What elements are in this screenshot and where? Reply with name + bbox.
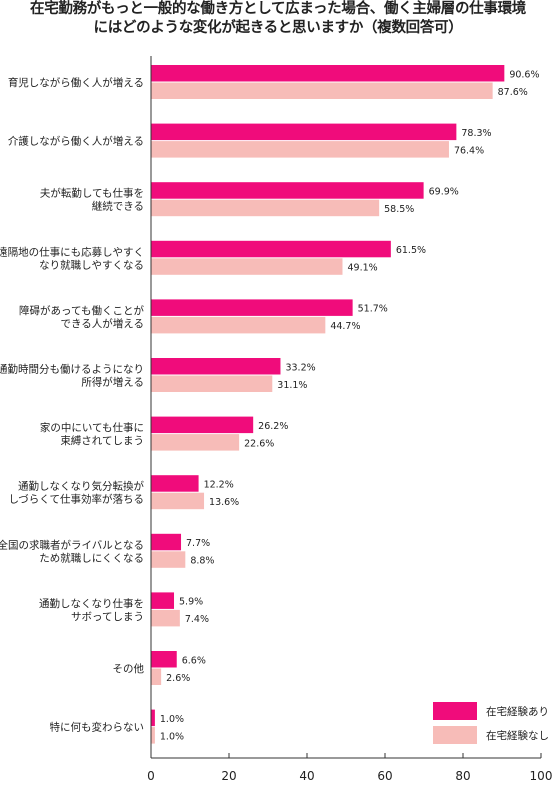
x-tick-label: 40 — [299, 769, 314, 783]
category-label: 通勤しなくなり気分転換が — [18, 480, 144, 493]
data-label: 6.6% — [182, 655, 206, 666]
bar-without-experience — [151, 434, 240, 451]
data-label: 51.7% — [358, 304, 388, 315]
category-label: 継続できる — [92, 200, 144, 213]
x-tick-label: 100 — [530, 769, 553, 783]
bar-with-experience — [151, 240, 391, 258]
category-label: サボってしまう — [71, 611, 144, 623]
bar-with-experience — [151, 709, 155, 727]
bar-with-experience — [151, 651, 177, 668]
x-tick-label: 20 — [221, 769, 236, 783]
category-label: 夫が転勤しても仕事を — [40, 187, 144, 200]
data-label: 26.2% — [258, 421, 288, 432]
category-label: しづらくて仕事効率が落ちる — [8, 493, 144, 506]
data-label: 33.2% — [285, 362, 315, 373]
data-label: 76.4% — [454, 145, 484, 156]
category-label: 特に何も変わらない — [50, 721, 145, 734]
bar-with-experience — [151, 416, 254, 434]
legend-label: 在宅経験なし — [486, 729, 549, 742]
bar-without-experience — [151, 551, 186, 568]
chart-title-line-2: にはどのような変化が起きると思いますか（複数回答可） — [93, 20, 463, 36]
data-label: 1.0% — [160, 731, 184, 742]
data-label: 31.1% — [277, 380, 307, 391]
data-label: 22.6% — [244, 438, 274, 449]
bar-with-experience — [151, 475, 199, 492]
legend-label: 在宅経験あり — [486, 705, 549, 718]
chart-title-line-1: 在宅勤務がもっと一般的な働き方として広まった場合、働く主婦層の仕事環境 — [30, 1, 526, 17]
legend-swatch-with-experience — [433, 702, 477, 720]
bar-without-experience — [151, 258, 343, 275]
data-label: 90.6% — [509, 69, 539, 80]
data-label: 13.6% — [209, 497, 239, 508]
x-tick-label: 0 — [147, 769, 155, 783]
chart-title: 在宅勤務がもっと一般的な働き方として広まった場合、働く主婦層の仕事環境 にはどの… — [0, 0, 556, 38]
data-label: 87.6% — [498, 87, 528, 98]
data-label: 78.3% — [461, 128, 491, 139]
bar-without-experience — [151, 609, 180, 627]
x-tick-label: 60 — [377, 769, 392, 783]
category-label: 育児しながら働く人が増える — [8, 76, 144, 89]
bar-without-experience — [151, 316, 326, 334]
data-label: 1.0% — [160, 714, 184, 725]
data-label: 8.8% — [190, 556, 214, 567]
data-label: 5.9% — [179, 597, 203, 608]
bar-with-experience — [151, 358, 281, 375]
x-tick-label: 80 — [455, 769, 470, 783]
category-label: ため就職しにくくなる — [39, 551, 144, 564]
category-label: 通勤しなくなり仕事を — [39, 597, 144, 610]
bar-without-experience — [151, 727, 155, 744]
category-label: 通勤時間分も働けるようになり — [0, 363, 144, 376]
bar-with-experience — [151, 123, 457, 141]
data-label: 44.7% — [330, 321, 360, 332]
category-label: 全国の求職者がライバルとなる — [0, 538, 144, 551]
category-label: 遠隔地の仕事にも応募しやすく — [0, 245, 144, 258]
bar-with-experience — [151, 65, 505, 82]
bar-without-experience — [151, 82, 493, 99]
bar-with-experience — [151, 299, 353, 316]
data-label: 12.2% — [204, 479, 234, 490]
data-label: 69.9% — [429, 186, 459, 197]
category-label: できる人が増える — [61, 317, 144, 330]
bar-with-experience — [151, 592, 175, 609]
bar-with-experience — [151, 533, 182, 551]
category-label: 障碍があっても働くことが — [19, 304, 144, 317]
bar-without-experience — [151, 375, 273, 392]
bar-without-experience — [151, 141, 449, 158]
data-label: 7.4% — [185, 614, 209, 625]
data-label: 49.1% — [347, 263, 377, 274]
data-label: 7.7% — [186, 538, 210, 549]
bar-without-experience — [151, 492, 205, 510]
bar-without-experience — [151, 668, 162, 685]
bar-with-experience — [151, 182, 424, 199]
data-label: 2.6% — [166, 673, 190, 684]
category-label: 介護しながら働く人が増える — [8, 135, 144, 148]
data-label: 61.5% — [396, 245, 426, 256]
category-label: 所得が増える — [81, 376, 144, 389]
category-label: なり就職しやすくなる — [39, 258, 144, 271]
category-label: 束縛されてしまう — [60, 434, 144, 447]
category-label: その他 — [113, 662, 145, 675]
data-label: 58.5% — [384, 204, 414, 215]
category-label: 家の中にいても仕事に — [40, 421, 144, 434]
legend-swatch-without-experience — [433, 726, 477, 744]
bar-without-experience — [151, 199, 380, 217]
